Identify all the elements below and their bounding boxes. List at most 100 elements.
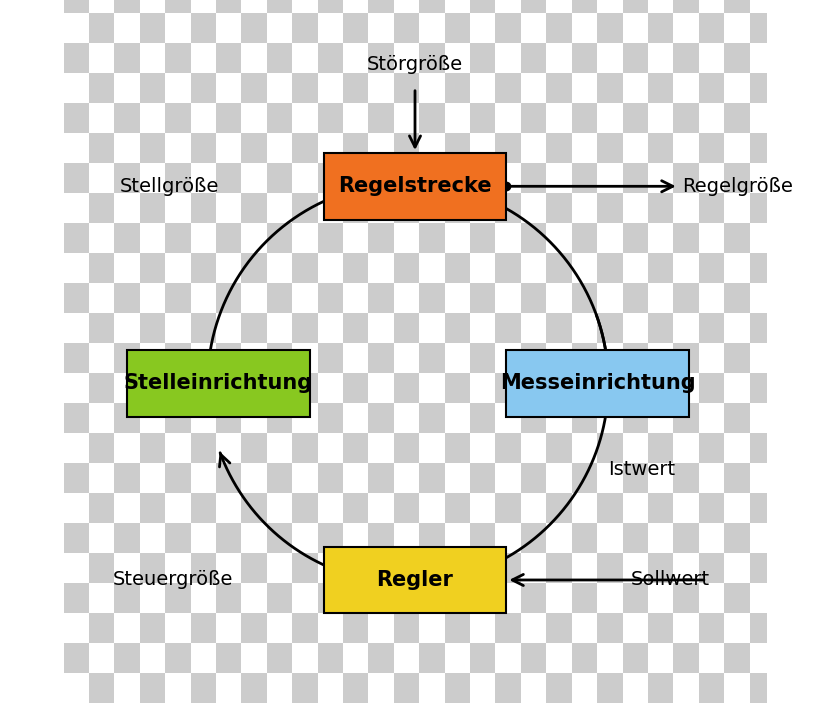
Bar — [597, 133, 622, 163]
Bar — [470, 673, 496, 703]
Bar — [445, 643, 470, 673]
Bar — [546, 613, 572, 643]
Bar — [496, 253, 521, 283]
Bar — [343, 433, 369, 463]
Bar — [622, 523, 648, 553]
Bar — [546, 433, 572, 463]
Bar — [318, 493, 343, 523]
Bar — [419, 613, 445, 643]
Bar — [597, 403, 622, 433]
Bar — [369, 223, 393, 253]
Bar — [369, 553, 393, 583]
Bar — [622, 463, 648, 493]
Bar — [521, 493, 546, 523]
Bar — [521, 343, 546, 373]
Bar — [139, 133, 165, 163]
Bar — [775, 223, 800, 253]
Bar — [673, 43, 699, 73]
Bar — [139, 43, 165, 73]
Bar — [470, 73, 496, 103]
Bar — [139, 223, 165, 253]
Bar — [266, 553, 292, 583]
Bar — [242, 0, 266, 13]
Bar — [292, 163, 318, 193]
Bar — [597, 433, 622, 463]
Bar — [64, 193, 89, 223]
Bar — [775, 73, 800, 103]
Bar — [216, 43, 242, 73]
Bar — [597, 463, 622, 493]
Bar — [622, 343, 648, 373]
Bar — [521, 433, 546, 463]
Bar — [496, 193, 521, 223]
Bar — [242, 373, 266, 403]
Bar — [64, 523, 89, 553]
Bar — [572, 583, 597, 613]
Bar — [64, 433, 89, 463]
Bar — [749, 343, 775, 373]
Bar — [775, 343, 800, 373]
Bar — [318, 313, 343, 343]
Bar — [572, 553, 597, 583]
Bar — [496, 463, 521, 493]
Bar — [622, 133, 648, 163]
Bar — [139, 253, 165, 283]
Bar — [242, 433, 266, 463]
Bar — [546, 193, 572, 223]
Bar — [724, 73, 749, 103]
Bar — [393, 613, 419, 643]
Bar — [393, 223, 419, 253]
Bar — [292, 403, 318, 433]
Bar — [369, 0, 393, 13]
Bar — [622, 433, 648, 463]
Bar — [318, 283, 343, 313]
Bar — [572, 673, 597, 703]
Bar — [89, 103, 115, 133]
Bar — [165, 493, 191, 523]
Bar — [369, 313, 393, 343]
Bar — [139, 433, 165, 463]
Bar — [749, 463, 775, 493]
Bar — [648, 343, 673, 373]
Bar — [242, 223, 266, 253]
Bar — [724, 643, 749, 673]
Bar — [393, 493, 419, 523]
Bar — [445, 403, 470, 433]
Bar — [470, 43, 496, 73]
Bar — [292, 283, 318, 313]
Bar — [343, 193, 369, 223]
Bar — [749, 673, 775, 703]
Bar — [64, 0, 89, 13]
Bar — [597, 613, 622, 643]
Bar — [622, 43, 648, 73]
Bar — [89, 163, 115, 193]
Bar — [242, 403, 266, 433]
Bar — [318, 43, 343, 73]
Bar — [622, 283, 648, 313]
Bar — [89, 553, 115, 583]
Bar — [749, 283, 775, 313]
Bar — [216, 313, 242, 343]
Bar — [343, 103, 369, 133]
Bar — [622, 253, 648, 283]
Bar — [292, 373, 318, 403]
Bar — [343, 133, 369, 163]
Bar — [139, 553, 165, 583]
Bar — [445, 13, 470, 43]
Bar — [622, 103, 648, 133]
Bar — [470, 133, 496, 163]
Bar — [89, 403, 115, 433]
Bar — [496, 283, 521, 313]
Bar — [318, 403, 343, 433]
Bar — [64, 583, 89, 613]
Bar — [470, 373, 496, 403]
Bar — [266, 523, 292, 553]
Bar — [242, 343, 266, 373]
Bar — [343, 463, 369, 493]
Bar — [724, 0, 749, 13]
Bar — [393, 103, 419, 133]
Bar — [115, 643, 139, 673]
Bar — [139, 13, 165, 43]
Bar — [242, 463, 266, 493]
Bar — [139, 673, 165, 703]
